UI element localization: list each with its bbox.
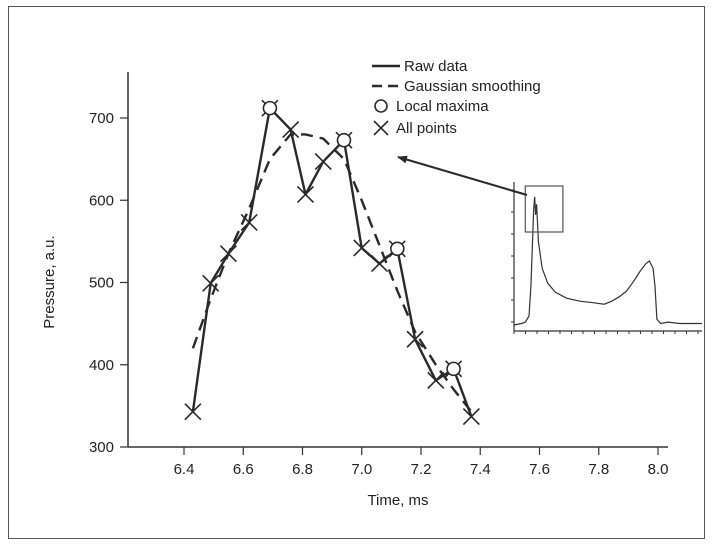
legend-maxima-label: Local maxima (396, 98, 489, 115)
figure-frame (8, 6, 705, 539)
x-tick-label: 7.2 (411, 461, 432, 478)
y-tick-label: 300 (89, 439, 114, 456)
all-points-marker (314, 153, 332, 171)
plot-area (184, 99, 480, 426)
all-points-marker (240, 213, 258, 232)
x-axis-label: Time, ms (367, 492, 428, 509)
x-tick-label: 6.4 (174, 461, 195, 478)
inset-highlight-box (524, 185, 564, 233)
local-maximum-marker (262, 100, 278, 116)
all-points-marker (462, 408, 480, 426)
legend-raw-label: Raw data (404, 58, 468, 75)
all-points-marker (427, 371, 445, 389)
all-points-marker (296, 185, 315, 204)
x-tick-label: 8.0 (648, 461, 669, 478)
legend: Raw data Gaussian smoothing Local maxima… (372, 58, 541, 137)
all-points-marker (184, 403, 202, 421)
all-points-marker (219, 245, 238, 263)
all-points-marker (406, 330, 424, 348)
all-points-marker (282, 120, 300, 139)
y-tick-label: 700 (89, 110, 114, 127)
gaussian-smoothing-line (191, 133, 473, 413)
x-tick-label: 7.6 (529, 461, 550, 478)
pointer-arrow (397, 155, 528, 196)
inset-ticks (511, 189, 699, 334)
x-tick-label: 7.0 (351, 461, 372, 478)
legend-points-swatch (373, 120, 389, 136)
legend-points-label: All points (396, 120, 457, 137)
inset-pressure-trace (513, 196, 702, 326)
legend-smooth-label: Gaussian smoothing (404, 78, 541, 95)
raw-data-line (191, 106, 473, 418)
all-points-marker (353, 239, 371, 257)
legend-maxima-swatch (374, 99, 388, 113)
x-tick-label: 7.4 (470, 461, 491, 478)
local-maximum-marker (389, 241, 405, 257)
local-maximum-marker (336, 132, 352, 148)
y-tick-label: 500 (89, 275, 114, 292)
x-tick-label: 6.6 (233, 461, 254, 478)
inset-trace (511, 182, 702, 334)
y-tick-label: 400 (89, 357, 114, 374)
x-ticks: 6.4 6.6 6.8 7.0 7.2 7.4 7.6 7.8 8.0 (174, 447, 669, 478)
x-tick-label: 6.8 (292, 461, 313, 478)
all-points-marker (202, 274, 220, 292)
y-ticks: 300 400 500 600 700 (89, 110, 128, 456)
x-tick-label: 7.8 (588, 461, 609, 478)
all-points-marker (370, 255, 389, 273)
y-tick-label: 600 (89, 192, 114, 209)
y-axis-label: Pressure, a.u. (41, 235, 58, 328)
local-maximum-marker (446, 361, 461, 377)
